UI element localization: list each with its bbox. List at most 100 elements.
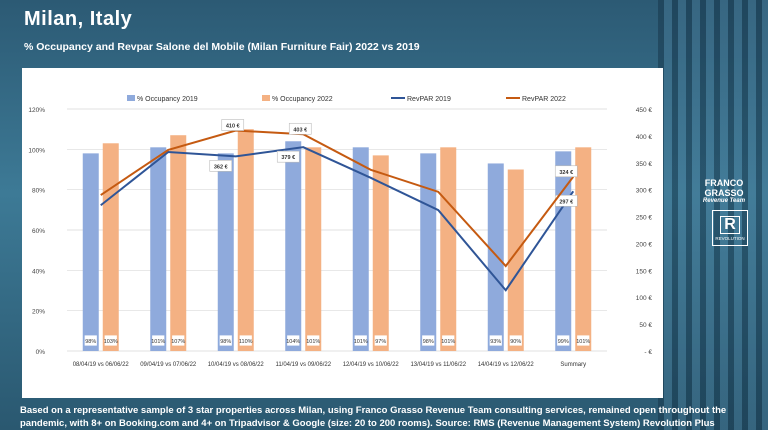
y-left-tick: 100% <box>28 147 45 154</box>
bar-data-label: 104% <box>286 339 300 345</box>
y-right-tick: 400 € <box>636 134 653 141</box>
bar-label-box <box>576 334 591 347</box>
bar-label-box <box>238 334 253 347</box>
bar-data-label: 98% <box>423 339 434 345</box>
bar-label-box <box>421 334 436 347</box>
y-right-tick: 150 € <box>636 268 653 275</box>
revolution-letter: R <box>720 215 740 234</box>
bar-label-box <box>556 334 571 347</box>
bar-occupancy-2019 <box>217 153 234 351</box>
x-tick-label: 08/04/19 vs 06/06/22 <box>73 362 130 368</box>
y-right-tick: - € <box>644 349 652 356</box>
y-left-tick: 60% <box>32 228 45 235</box>
bar-data-label: 103% <box>104 339 118 345</box>
bar-data-label: 101% <box>151 339 165 345</box>
bar-data-label: 98% <box>220 339 231 345</box>
page-title: Milan, Italy <box>24 8 133 30</box>
bar-occupancy-2022 <box>440 147 457 351</box>
x-tick-label: 09/04/19 vs 07/06/22 <box>140 362 197 368</box>
bar-occupancy-2022 <box>507 169 524 351</box>
y-right-tick: 100 € <box>636 295 653 302</box>
bar-label-box <box>103 334 118 347</box>
legend-label: % Occupancy 2022 <box>272 96 333 103</box>
bar-occupancy-2019 <box>285 141 302 351</box>
bar-data-label: 98% <box>85 339 96 345</box>
bar-occupancy-2022 <box>575 147 592 351</box>
bar-occupancy-2019 <box>420 153 437 351</box>
y-right-tick: 450 € <box>636 107 653 114</box>
bar-occupancy-2019 <box>150 147 167 351</box>
x-tick-label: 12/04/19 vs 10/06/22 <box>343 362 400 368</box>
x-tick-label: 14/04/19 vs 12/06/22 <box>478 362 535 368</box>
bar-label-box <box>218 334 233 347</box>
bar-data-label: 99% <box>558 339 569 345</box>
bar-label-box <box>171 334 186 347</box>
legend-label: % Occupancy 2019 <box>137 96 198 103</box>
y-left-tick: 80% <box>32 188 45 195</box>
bar-label-box <box>373 334 388 347</box>
legend-swatch <box>262 95 270 101</box>
bar-label-box <box>441 334 456 347</box>
logo-tagline: Revenue Team <box>702 198 746 204</box>
legend-label: RevPAR 2022 <box>522 96 566 103</box>
x-tick-label: 10/04/19 vs 08/06/22 <box>208 362 265 368</box>
line-label-box <box>276 150 300 163</box>
line-data-label: 362 € <box>214 164 228 170</box>
bar-data-label: 110% <box>239 339 253 345</box>
bar-label-box <box>151 334 166 347</box>
line-label-box <box>209 160 233 172</box>
chart-subtitle: % Occupancy and Revpar Salone del Mobile… <box>24 41 420 53</box>
revolution-logo: R REVOLUTION <box>712 210 748 246</box>
bar-label-box <box>508 334 523 347</box>
line-data-label: 403 € <box>293 127 307 133</box>
x-tick-label: Summary <box>560 362 586 368</box>
bar-occupancy-2022 <box>102 143 119 351</box>
legend-swatch <box>127 95 135 101</box>
bar-data-label: 97% <box>375 339 386 345</box>
y-right-tick: 200 € <box>636 241 653 248</box>
x-tick-label: 11/04/19 vs 09/06/22 <box>275 362 331 368</box>
line-label-box <box>554 165 578 178</box>
x-tick-label: 13/04/19 vs 11/06/22 <box>410 362 466 368</box>
bar-label-box <box>306 334 321 347</box>
bar-label-box <box>488 334 503 347</box>
line-data-label: 297 € <box>559 199 573 205</box>
legend-label: RevPAR 2019 <box>407 96 451 103</box>
background-cathedral <box>658 0 768 430</box>
y-left-tick: 20% <box>32 309 45 316</box>
combo-chart: 0% 20% 40% 60% 80% 100% 120% - € 50 € 100 € 150 € 2… <box>28 95 653 368</box>
chart-panel: 0% 20% 40% 60% 80% 100% 120% - € 50 € 100 € 150 € 2… <box>22 68 663 398</box>
line-label-box <box>221 119 245 131</box>
line-data-label: 410 € <box>226 124 240 130</box>
line-data-label: 324 € <box>559 170 573 176</box>
line-data-label: 379 € <box>281 155 295 161</box>
bar-occupancy-2022 <box>170 135 187 351</box>
bar-data-label: 101% <box>354 339 368 345</box>
revolution-name: REVOLUTION <box>715 235 745 241</box>
bar-data-label: 101% <box>441 339 455 345</box>
footnote: Based on a representative sample of 3 st… <box>20 405 727 429</box>
bar-data-label: 90% <box>510 339 521 345</box>
line-revpar-2022 <box>100 129 575 268</box>
bar-data-label: 107% <box>171 339 185 345</box>
bar-label-box <box>83 334 98 347</box>
y-left-tick: 120% <box>28 107 45 114</box>
y-right-tick: 350 € <box>636 161 653 168</box>
bar-occupancy-2019 <box>352 147 369 351</box>
bar-occupancy-2022 <box>237 129 254 351</box>
bar-data-label: 101% <box>306 339 320 345</box>
bar-data-label: 93% <box>490 339 501 345</box>
y-right-tick: 50 € <box>639 322 652 329</box>
bar-label-box <box>353 334 368 347</box>
bar-occupancy-2022 <box>372 155 389 351</box>
y-left-tick: 0% <box>36 349 46 356</box>
logo-brand: FRANCO GRASSO <box>704 178 744 198</box>
y-left-tick: 40% <box>32 268 45 275</box>
y-right-tick: 300 € <box>636 188 653 195</box>
line-revpar-2019 <box>100 146 575 292</box>
bar-label-box <box>286 334 301 347</box>
bar-data-label: 101% <box>576 339 590 345</box>
bar-occupancy-2019 <box>82 153 99 351</box>
bar-occupancy-2022 <box>305 147 322 351</box>
line-label-box <box>288 122 312 135</box>
